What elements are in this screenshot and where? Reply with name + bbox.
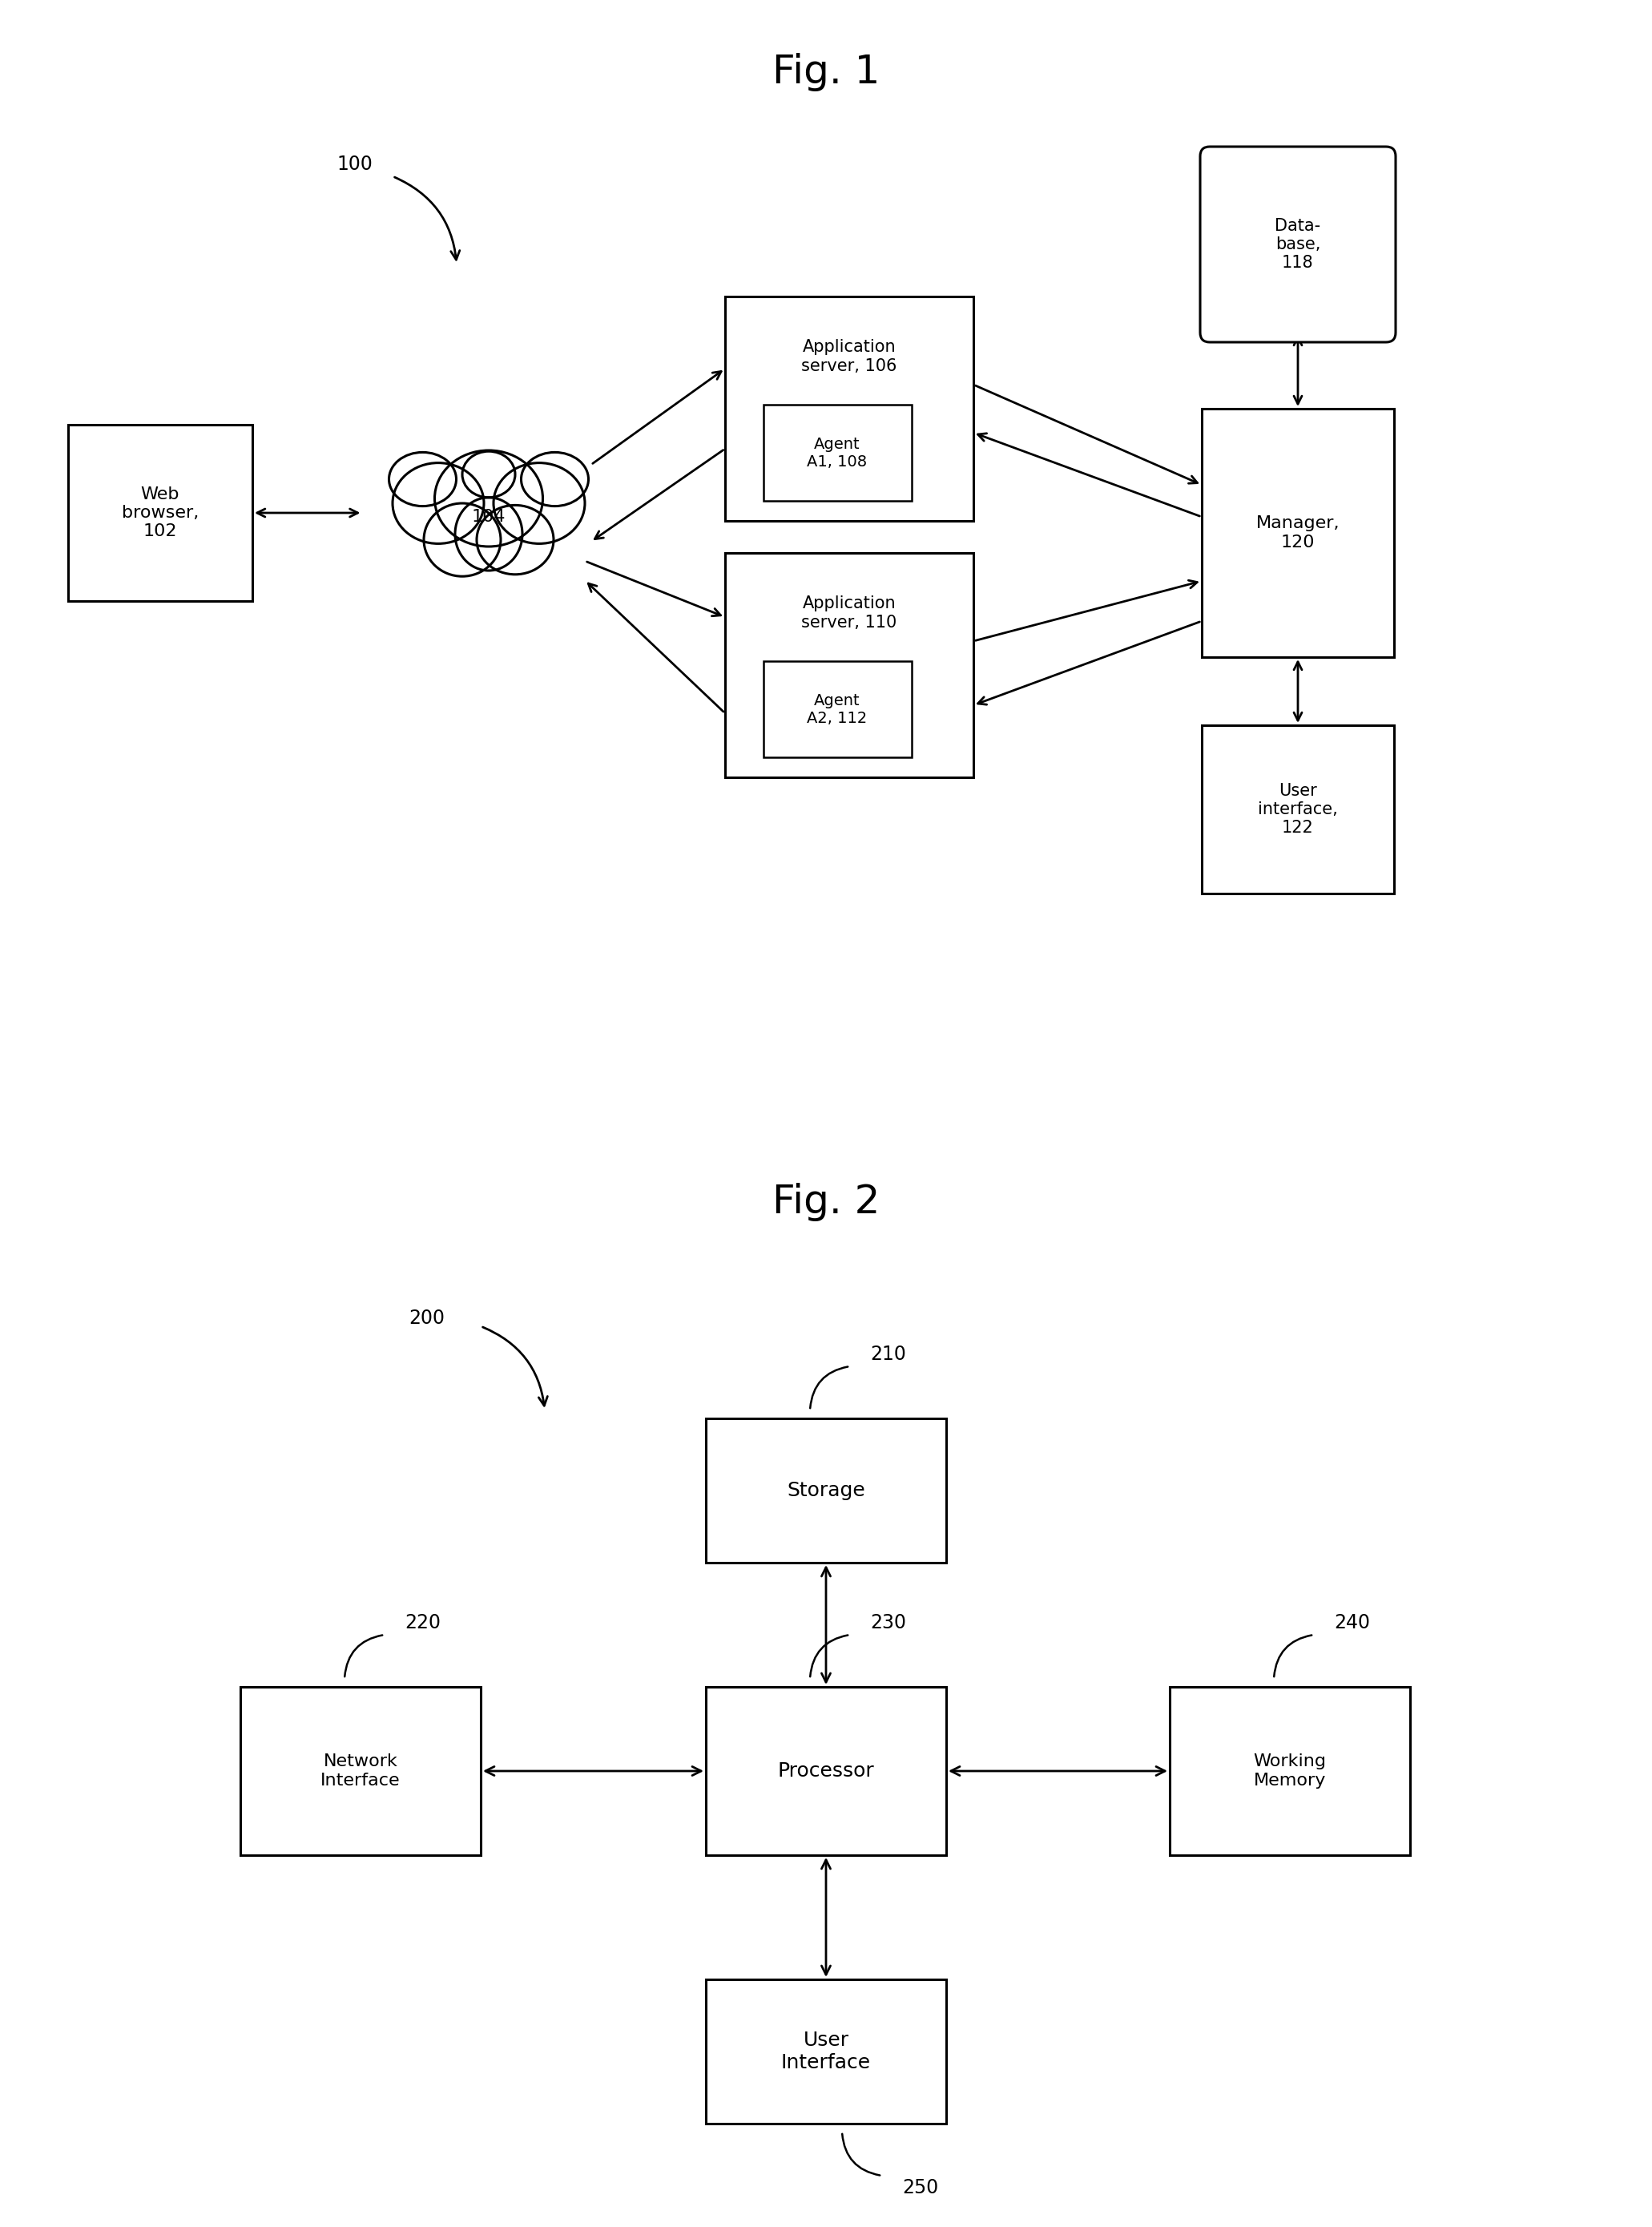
Text: 250: 250 [902,2178,938,2198]
Bar [763,405,912,501]
Bar [763,661,912,757]
Text: Processor: Processor [778,1762,874,1782]
Text: User
Interface: User Interface [781,2031,871,2073]
Bar [705,1686,947,1855]
Text: 104: 104 [472,508,506,526]
Bar [1201,726,1394,893]
Bar [705,1419,947,1563]
Ellipse shape [425,503,501,577]
FancyBboxPatch shape [1199,147,1396,343]
Text: Fig. 2: Fig. 2 [771,1183,881,1220]
Text: Manager,
120: Manager, 120 [1256,517,1340,550]
Text: Application
server, 110: Application server, 110 [801,597,897,630]
Text: Agent
A2, 112: Agent A2, 112 [808,693,867,726]
Text: Working
Memory: Working Memory [1254,1753,1327,1788]
Text: Fig. 1: Fig. 1 [771,53,881,91]
Text: 240: 240 [1333,1612,1370,1632]
Text: User
interface,
122: User interface, 122 [1257,782,1338,835]
Ellipse shape [477,506,553,575]
Bar [1201,410,1394,657]
Text: Agent
A1, 108: Agent A1, 108 [808,436,867,470]
Ellipse shape [463,452,515,497]
Ellipse shape [388,452,456,506]
Ellipse shape [454,497,522,570]
Bar [705,1980,947,2125]
Text: Network
Interface: Network Interface [320,1753,400,1788]
Bar [725,552,973,777]
Bar [68,425,253,601]
Text: Application
server, 106: Application server, 106 [801,339,897,374]
Text: 200: 200 [408,1309,444,1327]
Ellipse shape [520,452,588,506]
Text: 220: 220 [405,1612,441,1632]
Ellipse shape [393,463,484,543]
Bar [1170,1686,1411,1855]
Text: 100: 100 [337,154,372,174]
Bar [725,296,973,521]
Text: Storage: Storage [786,1481,866,1501]
Text: Data-
base,
118: Data- base, 118 [1275,218,1320,272]
Ellipse shape [434,450,544,546]
Text: Web
browser,
102: Web browser, 102 [122,485,198,539]
Text: 230: 230 [871,1612,905,1632]
Ellipse shape [494,463,585,543]
Bar [240,1686,481,1855]
Text: 210: 210 [871,1345,905,1363]
